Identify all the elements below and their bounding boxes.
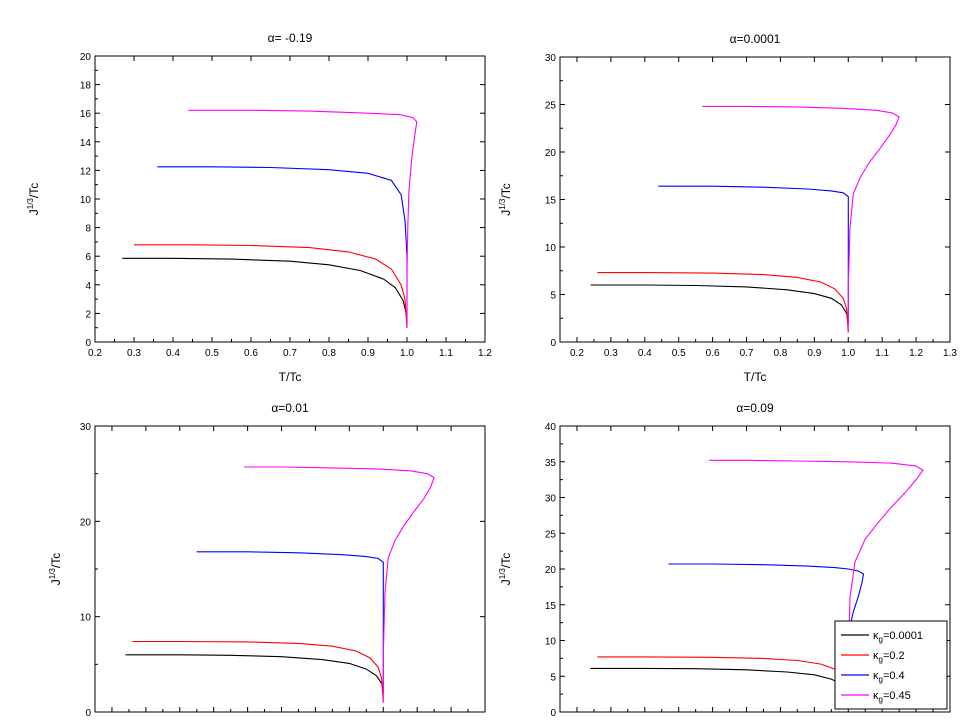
plot-frame (559, 56, 951, 343)
series-line-1 (590, 284, 849, 324)
y-axis-label: J1/3/Tc (26, 183, 41, 215)
legend-label: κg=0.0001 (873, 630, 923, 644)
x-tick-label: 1.1 (439, 348, 453, 359)
series-line-3 (668, 563, 865, 691)
y-tick-label: 4 (85, 281, 91, 292)
legend-box (834, 620, 948, 710)
y-tick-label: 20 (545, 148, 557, 159)
x-tick-label: 0.8 (322, 348, 336, 359)
y-tick-label: 18 (80, 81, 92, 92)
y-tick-label: 30 (545, 494, 557, 505)
y-tick-label: 16 (80, 109, 92, 120)
x-tick-label: 0.9 (361, 348, 375, 359)
y-tick-label: 25 (545, 529, 557, 540)
y-tick-label: 10 (80, 613, 92, 624)
chart-title: α= -0.19 (268, 31, 313, 45)
chart-title: α=0.01 (271, 401, 309, 415)
y-tick-label: 25 (545, 101, 557, 112)
x-tick-label: 1.1 (875, 348, 889, 359)
y-axis-label: J1/3/Tc (498, 553, 513, 585)
legend-label: κg=0.2 (873, 650, 905, 664)
panel-4: α=0.090510152025303540J1/3/Tcκg=0.0001κg… (498, 401, 951, 719)
x-tick-label: 0.6 (706, 348, 720, 359)
series-line-3 (658, 185, 849, 323)
y-tick-label: 10 (545, 243, 557, 254)
y-tick-label: 0 (550, 338, 556, 349)
series-line-2 (597, 656, 849, 705)
x-tick-label: 0.8 (773, 348, 787, 359)
y-tick-label: 40 (545, 422, 557, 433)
y-axis-label: J1/3/Tc (498, 183, 513, 215)
x-tick-label: 1.3 (943, 348, 957, 359)
series-line-2 (134, 244, 408, 328)
x-tick-label: 0.4 (166, 348, 180, 359)
series-line-2 (132, 640, 384, 703)
x-axis-label: T/Tc (279, 370, 302, 384)
x-tick-label: 1.2 (478, 348, 492, 359)
y-tick-label: 8 (85, 224, 91, 235)
y-tick-label: 0 (550, 708, 556, 719)
panel-2: α=0.0001 0.2 0.3 0.4 0.5 0.6 0.7 0.8 0.9 1.0 1.1 1.… (498, 32, 957, 384)
y-tick-label: 20 (80, 52, 92, 63)
legend-label: κg=0.4 (873, 670, 905, 684)
y-tick-label: 20 (545, 565, 557, 576)
y-tick-label: 20 (80, 517, 92, 528)
panel-1: α= -0.19 0.2 0.3 0.4 0.5 0.6 0.7 0.8 0.9 1.0 1.1 1.… (26, 31, 492, 384)
x-tick-label: 0.2 (88, 348, 102, 359)
y-tick-label: 5 (550, 672, 556, 683)
y-tick-label: 15 (545, 196, 557, 207)
series-line-4 (709, 459, 924, 705)
y-tick-label: 10 (545, 637, 557, 648)
chart-title: α=0.09 (736, 401, 774, 415)
y-tick-label: 10 (80, 195, 92, 206)
plot-frame (94, 425, 486, 713)
x-tick-label: 1.0 (841, 348, 855, 359)
chart-title: α=0.0001 (730, 32, 781, 46)
legend-label: κg=0.45 (873, 690, 911, 704)
y-tick-label: 0 (85, 708, 91, 719)
plot-frame (94, 55, 486, 343)
y-tick-label: 30 (545, 53, 557, 64)
x-tick-label: 0.3 (604, 348, 618, 359)
y-tick-label: 6 (85, 252, 91, 263)
series-line-3 (157, 166, 408, 328)
y-tick-label: 15 (545, 601, 557, 612)
series-line-2 (597, 272, 849, 333)
y-tick-label: 35 (545, 458, 557, 469)
series-line-4 (244, 466, 435, 703)
y-tick-label: 2 (85, 309, 91, 320)
x-tick-label: 0.5 (672, 348, 686, 359)
panel-3: α=0.01 0 10 20 30 J1/3/Tc (48, 401, 486, 719)
x-tick-label: 1.0 (400, 348, 414, 359)
series-line-1 (590, 667, 849, 695)
series-line-4 (188, 109, 418, 328)
y-tick-label: 5 (550, 291, 556, 302)
x-tick-label: 0.2 (570, 348, 584, 359)
series-line-1 (125, 654, 384, 689)
y-axis-label: J1/3/Tc (48, 553, 63, 585)
x-tick-label: 0.9 (807, 348, 821, 359)
x-tick-label: 0.4 (638, 348, 652, 359)
x-tick-label: 0.3 (127, 348, 141, 359)
x-tick-label: 0.7 (283, 348, 297, 359)
x-tick-label: 0.6 (244, 348, 258, 359)
legend: κg=0.0001 κg=0.2 κg=0.4 κg=0.45 (834, 620, 948, 710)
y-tick-label: 14 (80, 138, 92, 149)
y-tick-label: 30 (80, 422, 92, 433)
series-line-3 (196, 551, 384, 693)
series-line-1 (122, 257, 408, 317)
x-tick-label: 0.5 (205, 348, 219, 359)
x-tick-label: 0.7 (740, 348, 754, 359)
x-axis-label: T/Tc (744, 370, 767, 384)
series-line-4 (702, 105, 900, 333)
y-tick-label: 0 (85, 338, 91, 349)
x-tick-label: 1.2 (909, 348, 923, 359)
y-tick-label: 12 (80, 166, 92, 177)
